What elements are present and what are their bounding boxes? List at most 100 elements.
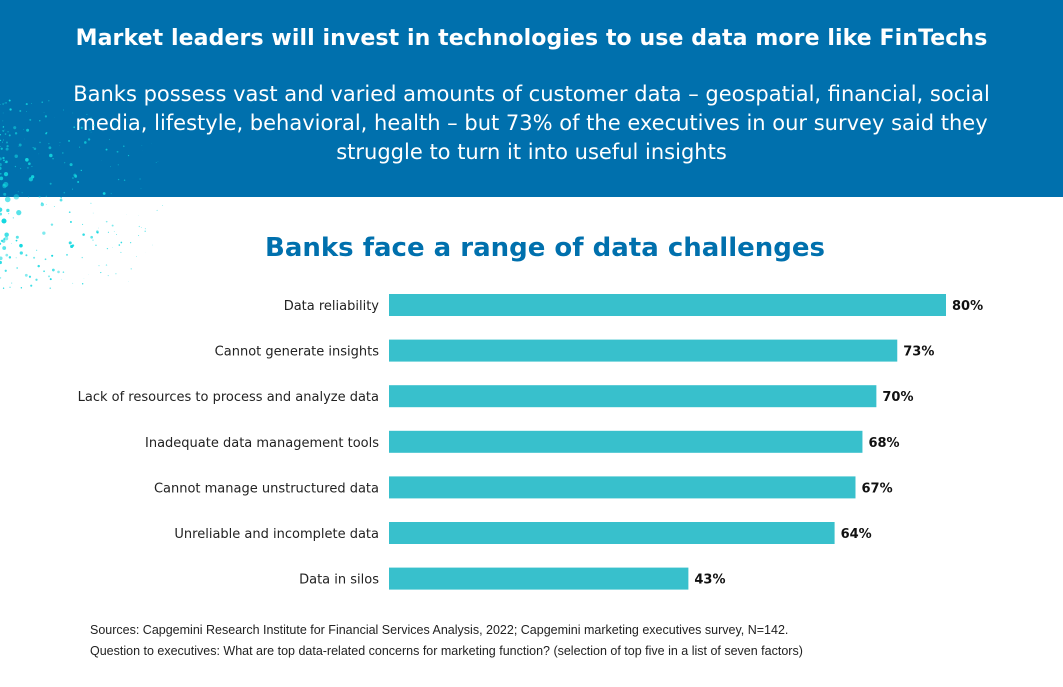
- splash-dot: [100, 272, 102, 274]
- value-label-2: 70%: [882, 390, 913, 405]
- splash-dot: [33, 256, 36, 259]
- splash-dot: [136, 256, 137, 257]
- sources-note: Sources: Capgemini Research Institute fo…: [90, 623, 789, 637]
- splash-dot: [141, 145, 143, 146]
- footer-notes: Sources: Capgemini Research Institute fo…: [90, 620, 803, 662]
- splash-dot: [0, 146, 1, 148]
- splash-dot: [51, 254, 54, 257]
- splash-dot: [2, 183, 5, 187]
- value-label-6: 43%: [694, 573, 725, 588]
- splash-dot: [120, 241, 123, 244]
- splash-dot: [17, 145, 19, 147]
- splash-dot: [1, 218, 7, 224]
- splash-dot: [1, 239, 6, 243]
- splash-dot: [4, 269, 7, 272]
- splash-dot: [4, 232, 9, 237]
- splash-dot: [49, 153, 53, 158]
- splash-dot: [111, 224, 114, 227]
- splash-dot: [27, 167, 29, 169]
- splash-dot: [2, 246, 7, 250]
- splash-dot: [130, 242, 132, 244]
- splash-dot: [0, 166, 2, 170]
- splash-dot: [73, 173, 77, 177]
- splash-dot: [51, 268, 55, 272]
- splash-dot: [25, 157, 29, 162]
- splash-dot: [66, 253, 68, 256]
- splash-dot: [11, 282, 13, 284]
- splash-dot: [20, 167, 22, 169]
- splash-dot: [102, 192, 106, 195]
- splash-dot: [19, 251, 23, 255]
- splash-dot: [45, 132, 47, 135]
- splash-dot: [63, 191, 66, 194]
- splash-dot: [48, 100, 50, 102]
- value-label-5: 64%: [841, 527, 872, 542]
- splash-dot: [49, 278, 52, 281]
- splash-dot: [21, 192, 23, 194]
- splash-dot: [82, 233, 85, 236]
- splash-dot: [4, 102, 5, 104]
- splash-dot: [62, 152, 64, 154]
- splash-dot: [69, 163, 73, 167]
- splash-dot: [42, 231, 46, 235]
- splash-dot: [0, 157, 2, 161]
- splash-dot: [118, 244, 121, 246]
- splash-dot: [53, 206, 55, 208]
- category-label-5: Unreliable and incomplete data: [174, 527, 379, 542]
- category-label-6: Data in silos: [299, 573, 379, 588]
- splash-dot: [127, 154, 130, 157]
- splash-dot: [107, 231, 109, 233]
- splash-dot: [7, 131, 9, 133]
- splash-dot: [2, 130, 5, 132]
- splash-dot: [0, 176, 4, 181]
- value-label-0: 80%: [952, 299, 983, 314]
- splash-dot: [44, 258, 47, 261]
- question-note: Question to executives: What are top dat…: [90, 644, 803, 658]
- splash-dot: [13, 126, 17, 130]
- splash-dot: [39, 119, 41, 122]
- splash-dot: [15, 239, 18, 242]
- splash-dot: [144, 228, 146, 230]
- splash-dot: [144, 230, 146, 232]
- splash-dot: [156, 209, 158, 212]
- splash-dot: [57, 270, 60, 274]
- bar-2: [389, 385, 877, 408]
- splash-dot: [31, 166, 33, 167]
- splash-dot: [0, 207, 3, 212]
- paint-splash-decoration: [0, 99, 164, 289]
- category-label-0: Data reliability: [284, 299, 380, 314]
- splash-dot: [81, 256, 83, 259]
- splash-dot: [2, 103, 4, 105]
- splash-dot: [59, 142, 61, 143]
- splash-dot: [14, 165, 17, 168]
- splash-dot: [112, 247, 113, 248]
- splash-dot: [60, 278, 62, 280]
- splash-dot: [4, 133, 7, 135]
- splash-dot: [138, 234, 140, 237]
- splash-dot: [26, 128, 30, 132]
- splash-dot: [8, 256, 12, 259]
- splash-dot: [64, 162, 66, 164]
- splash-dot: [116, 234, 118, 235]
- splash-dot: [68, 211, 71, 213]
- splash-dot: [162, 205, 164, 206]
- category-label-4: Cannot manage unstructured data: [154, 481, 379, 496]
- splash-dot: [0, 173, 2, 175]
- splash-dot: [13, 194, 20, 200]
- splash-dot: [38, 195, 41, 198]
- splash-dot: [40, 202, 44, 207]
- splash-dot: [122, 145, 125, 148]
- splash-dot: [4, 236, 9, 241]
- splash-dot: [15, 235, 19, 239]
- splash-dot: [43, 270, 45, 273]
- splash-dot: [35, 278, 38, 281]
- splash-dot: [116, 150, 119, 153]
- bar-3: [389, 430, 863, 453]
- splash-dot: [49, 182, 52, 185]
- splash-dot: [98, 227, 99, 229]
- splash-dot: [45, 195, 47, 197]
- splash-dot: [82, 223, 84, 225]
- splash-dot: [110, 193, 112, 195]
- splash-dot: [117, 178, 120, 181]
- bar-4: [389, 476, 856, 499]
